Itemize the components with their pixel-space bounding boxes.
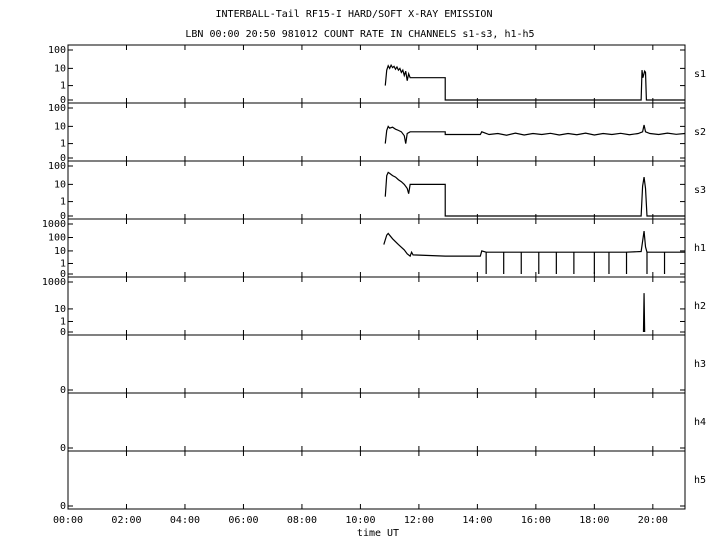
panel-frame (67, 160, 686, 220)
y-tick-label: 100 (48, 103, 66, 114)
y-tick-label: 0 (60, 95, 66, 106)
y-tick-label: 0 (60, 327, 66, 338)
data-line (383, 230, 685, 274)
data-line (384, 171, 685, 217)
panel-frame (67, 276, 686, 336)
channel-label: s2 (694, 127, 706, 138)
channel-label: h1 (694, 243, 706, 254)
channel-label: h4 (694, 417, 706, 428)
panel-frame (67, 450, 686, 510)
y-tick-label: 10 (54, 63, 66, 74)
x-tick-label: 16:00 (521, 515, 551, 526)
y-tick-label: 1 (60, 316, 66, 327)
panel-frame (67, 218, 686, 278)
channel-label: s3 (694, 185, 706, 196)
y-tick-label: 0 (60, 501, 66, 512)
y-tick-label: 0 (60, 153, 66, 164)
y-tick-label: 1 (60, 139, 66, 150)
panel-frame (67, 102, 686, 162)
y-tick-label: 1 (60, 258, 66, 269)
data-line (384, 124, 686, 144)
chart-subtitle: LBN 00:00 20:50 981012 COUNT RATE IN CHA… (185, 29, 534, 40)
x-tick-label: 02:00 (111, 515, 141, 526)
y-tick-label: 10 (54, 179, 66, 190)
x-tick-label: 18:00 (579, 515, 609, 526)
x-tick-label: 08:00 (287, 515, 317, 526)
chart-title: INTERBALL-Tail RF15-I HARD/SOFT X-RAY EM… (216, 9, 493, 20)
y-tick-label: 0 (60, 269, 66, 280)
y-tick-label: 10 (54, 121, 66, 132)
channel-label: s1 (694, 69, 706, 80)
y-tick-label: 1000 (42, 219, 66, 230)
y-tick-label: 1 (60, 197, 66, 208)
y-tick-label: 10 (54, 304, 66, 315)
data-line (384, 63, 685, 101)
y-tick-label: 0 (60, 211, 66, 222)
y-tick-label: 10 (54, 246, 66, 257)
channel-label: h3 (694, 359, 706, 370)
x-axis-label: time UT (357, 528, 399, 539)
x-tick-label: 04:00 (170, 515, 200, 526)
x-tick-label: 10:00 (345, 515, 375, 526)
y-tick-label: 1 (60, 81, 66, 92)
x-tick-label: 14:00 (462, 515, 492, 526)
x-tick-label: 00:00 (53, 515, 83, 526)
panel-frame (67, 334, 686, 394)
y-tick-label: 0 (60, 443, 66, 454)
y-tick-label: 1000 (42, 277, 66, 288)
channel-label: h5 (694, 475, 706, 486)
y-tick-label: 100 (48, 45, 66, 56)
y-tick-label: 0 (60, 385, 66, 396)
data-line (642, 293, 646, 333)
x-tick-label: 06:00 (228, 515, 258, 526)
y-tick-label: 100 (48, 233, 66, 244)
y-tick-label: 100 (48, 161, 66, 172)
panel-frame (67, 392, 686, 452)
x-tick-label: 20:00 (638, 515, 668, 526)
panel-frame (67, 44, 686, 104)
channel-label: h2 (694, 301, 706, 312)
x-tick-label: 12:00 (404, 515, 434, 526)
